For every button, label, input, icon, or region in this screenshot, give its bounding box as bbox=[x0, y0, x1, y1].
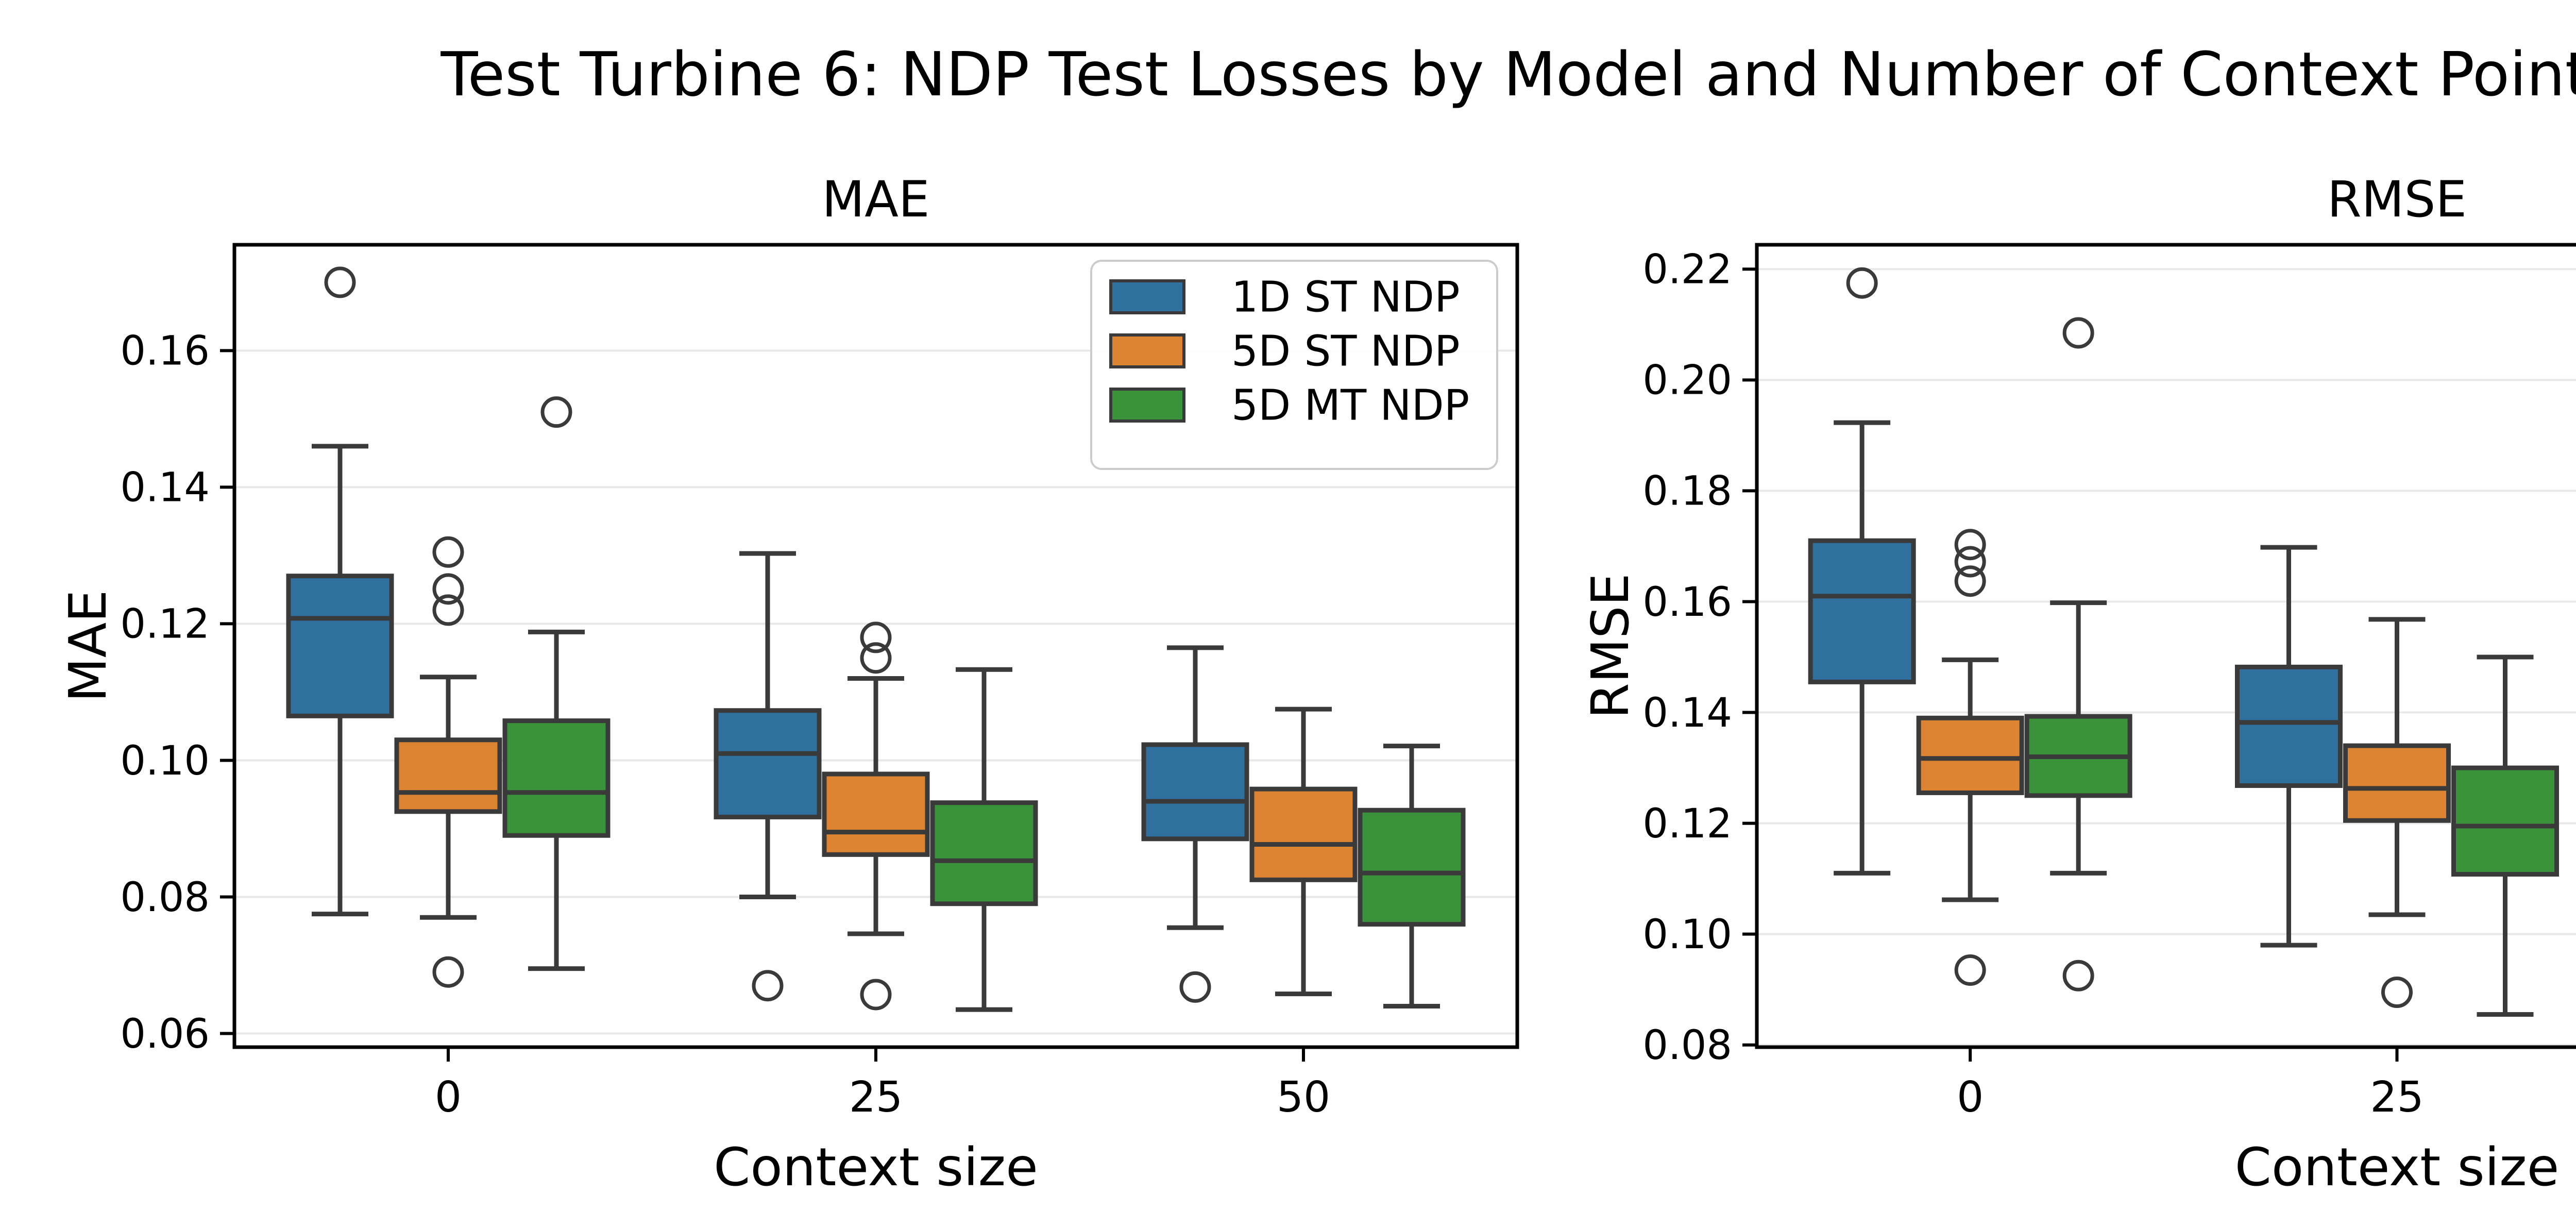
legend-label-5d-st-ndp: 5D ST NDP bbox=[1231, 327, 1460, 376]
outlier-point bbox=[860, 642, 892, 674]
box-5d-st-ndp-ctx0 bbox=[1916, 715, 2024, 795]
y-tick-label: 0.08 bbox=[120, 875, 210, 921]
box-group-1d-st-ndp-ctx25 bbox=[2235, 545, 2343, 948]
y-tick-label: 0.22 bbox=[1642, 247, 1732, 293]
legend: 1D ST NDP 5D ST NDP 5D MT NDP bbox=[1090, 260, 1498, 470]
legend-swatch-5d-st-ndp bbox=[1109, 333, 1185, 368]
mae-subplot: 0.06 0.08 0.10 0.12 0.14 0.16 0 25 50 MAE Context … bbox=[58, 171, 1519, 1198]
y-tick-label: 0.08 bbox=[1642, 1022, 1732, 1069]
box-group-5d-st-ndp-ctx0 bbox=[394, 536, 502, 988]
outlier-point bbox=[432, 956, 464, 988]
x-tick-label: 25 bbox=[2370, 1073, 2424, 1122]
y-tick-label: 0.12 bbox=[1642, 801, 1732, 847]
outlier-point bbox=[1954, 546, 1986, 578]
box-group-5d-st-ndp-ctx25 bbox=[2343, 617, 2451, 1009]
box-5d-st-ndp-ctx0 bbox=[394, 737, 502, 814]
y-tick-label: 0.20 bbox=[1642, 358, 1732, 404]
x-tick-label: 25 bbox=[849, 1073, 903, 1122]
y-axis-label: MAE bbox=[58, 590, 118, 702]
box-group-1d-st-ndp-ctx0 bbox=[286, 266, 394, 917]
y-tick-label: 0.18 bbox=[1642, 468, 1732, 515]
box-group-5d-mt-ndp-ctx0 bbox=[2024, 317, 2132, 991]
y-tick-label: 0.16 bbox=[1642, 579, 1732, 626]
box-group-5d-mt-ndp-ctx0 bbox=[502, 396, 611, 971]
legend-swatch-1d-st-ndp bbox=[1109, 279, 1185, 314]
box-group-5d-st-ndp-ctx0 bbox=[1916, 529, 2024, 986]
box-1d-st-ndp-ctx0 bbox=[1808, 538, 1916, 684]
subplot-title: MAE bbox=[822, 171, 929, 228]
box-group-1d-st-ndp-ctx50 bbox=[1141, 645, 1249, 1003]
box-1d-st-ndp-ctx25 bbox=[2235, 664, 2343, 788]
rmse-subplot: 0.080.100.120.140.160.180.200.2202550RMS… bbox=[1580, 171, 2576, 1198]
outlier-point bbox=[432, 573, 464, 605]
outlier-point bbox=[860, 979, 892, 1011]
box-5d-mt-ndp-ctx25 bbox=[930, 800, 1038, 906]
box-5d-mt-ndp-ctx25 bbox=[2451, 765, 2559, 877]
outlier-point bbox=[432, 536, 464, 568]
y-tick-label: 0.10 bbox=[1642, 912, 1732, 958]
box-group-1d-st-ndp-ctx0 bbox=[1808, 267, 1916, 876]
box-5d-st-ndp-ctx50 bbox=[1249, 786, 1358, 882]
figure-title: Test Turbine 6: NDP Test Losses by Model… bbox=[440, 39, 2576, 110]
legend-label-1d-st-ndp: 1D ST NDP bbox=[1231, 273, 1460, 322]
box-group-5d-st-ndp-ctx25 bbox=[822, 621, 930, 1011]
x-axis-label: Context size bbox=[2235, 1137, 2560, 1198]
subplot-title: RMSE bbox=[2327, 171, 2467, 228]
x-tick-label: 0 bbox=[435, 1073, 462, 1122]
y-tick-label: 0.12 bbox=[120, 601, 210, 648]
outlier-point bbox=[1179, 971, 1211, 1003]
box-5d-mt-ndp-ctx50 bbox=[1358, 808, 1466, 927]
box-5d-st-ndp-ctx25 bbox=[2343, 743, 2451, 823]
outlier-point bbox=[2062, 960, 2094, 991]
y-axis-label: RMSE bbox=[1580, 573, 1640, 718]
y-tick-label: 0.16 bbox=[120, 328, 210, 375]
box-group-5d-st-ndp-ctx50 bbox=[1249, 707, 1358, 997]
box-group-5d-mt-ndp-ctx25 bbox=[930, 667, 1038, 1012]
outlier-point bbox=[1846, 267, 1878, 299]
outlier-point bbox=[1954, 954, 1986, 986]
outlier-point bbox=[2062, 317, 2094, 349]
x-axis-label: Context size bbox=[714, 1137, 1038, 1198]
box-5d-mt-ndp-ctx0 bbox=[502, 718, 611, 838]
legend-frame bbox=[1090, 260, 1498, 470]
box-1d-st-ndp-ctx25 bbox=[714, 708, 822, 819]
outlier-point bbox=[432, 594, 464, 626]
legend-label-5d-mt-ndp: 5D MT NDP bbox=[1231, 381, 1469, 430]
x-tick-label: 0 bbox=[1957, 1073, 1984, 1122]
box-group-1d-st-ndp-ctx25 bbox=[714, 551, 822, 1002]
outlier-point bbox=[540, 396, 572, 428]
box-group-5d-mt-ndp-ctx25 bbox=[2451, 654, 2559, 1017]
outlier-point bbox=[324, 266, 356, 298]
legend-swatch-5d-mt-ndp bbox=[1109, 388, 1185, 423]
box-group-5d-mt-ndp-ctx50 bbox=[1358, 744, 1466, 1009]
y-tick-label: 0.14 bbox=[1642, 690, 1732, 736]
y-tick-label: 0.14 bbox=[120, 465, 210, 511]
outlier-point bbox=[2381, 977, 2413, 1009]
outlier-point bbox=[752, 970, 784, 1002]
box-1d-st-ndp-ctx0 bbox=[286, 574, 394, 718]
outlier-point bbox=[860, 621, 892, 653]
box-5d-st-ndp-ctx25 bbox=[822, 771, 930, 857]
y-tick-label: 0.06 bbox=[120, 1011, 210, 1057]
y-tick-label: 0.10 bbox=[120, 738, 210, 784]
outlier-point bbox=[1954, 529, 1986, 561]
x-tick-label: 50 bbox=[1277, 1073, 1330, 1122]
box-1d-st-ndp-ctx50 bbox=[1141, 742, 1249, 842]
outlier-point bbox=[1954, 565, 1986, 597]
